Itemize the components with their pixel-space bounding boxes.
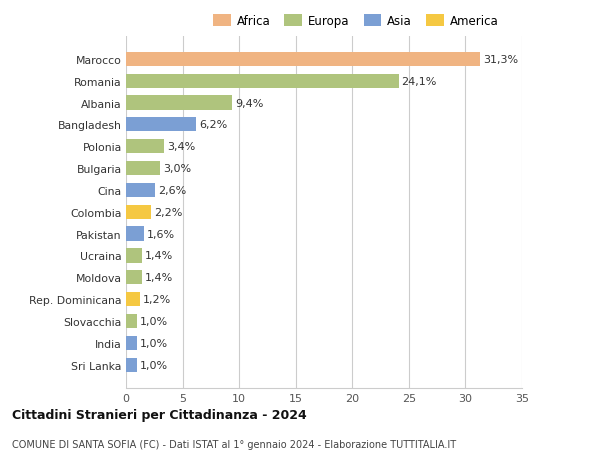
Text: 1,6%: 1,6% (147, 229, 175, 239)
Bar (126, 162, 160, 176)
Text: 1,2%: 1,2% (142, 295, 170, 304)
Text: 24,1%: 24,1% (401, 77, 437, 87)
Bar (126, 227, 144, 241)
Text: 1,4%: 1,4% (145, 251, 173, 261)
Bar (126, 74, 398, 89)
Text: 6,2%: 6,2% (199, 120, 227, 130)
Bar (126, 205, 151, 219)
Text: 1,0%: 1,0% (140, 360, 168, 370)
Text: 1,0%: 1,0% (140, 338, 168, 348)
Bar (126, 140, 164, 154)
Text: 9,4%: 9,4% (235, 98, 263, 108)
Text: 3,4%: 3,4% (167, 142, 196, 152)
Bar (126, 358, 137, 372)
Text: COMUNE DI SANTA SOFIA (FC) - Dati ISTAT al 1° gennaio 2024 - Elaborazione TUTTIT: COMUNE DI SANTA SOFIA (FC) - Dati ISTAT … (12, 440, 456, 449)
Bar (126, 184, 155, 197)
Bar (126, 118, 196, 132)
Text: 1,4%: 1,4% (145, 273, 173, 283)
Bar (126, 336, 137, 350)
Text: 1,0%: 1,0% (140, 316, 168, 326)
Bar (126, 314, 137, 328)
Text: 2,6%: 2,6% (158, 185, 187, 196)
Bar (126, 249, 142, 263)
Text: 31,3%: 31,3% (483, 55, 518, 65)
Bar (126, 96, 232, 111)
Text: 2,2%: 2,2% (154, 207, 182, 217)
Bar (126, 53, 480, 67)
Bar (126, 270, 142, 285)
Text: 3,0%: 3,0% (163, 164, 191, 174)
Text: Cittadini Stranieri per Cittadinanza - 2024: Cittadini Stranieri per Cittadinanza - 2… (12, 408, 307, 421)
Bar (126, 292, 140, 307)
Legend: Africa, Europa, Asia, America: Africa, Europa, Asia, America (213, 15, 499, 28)
